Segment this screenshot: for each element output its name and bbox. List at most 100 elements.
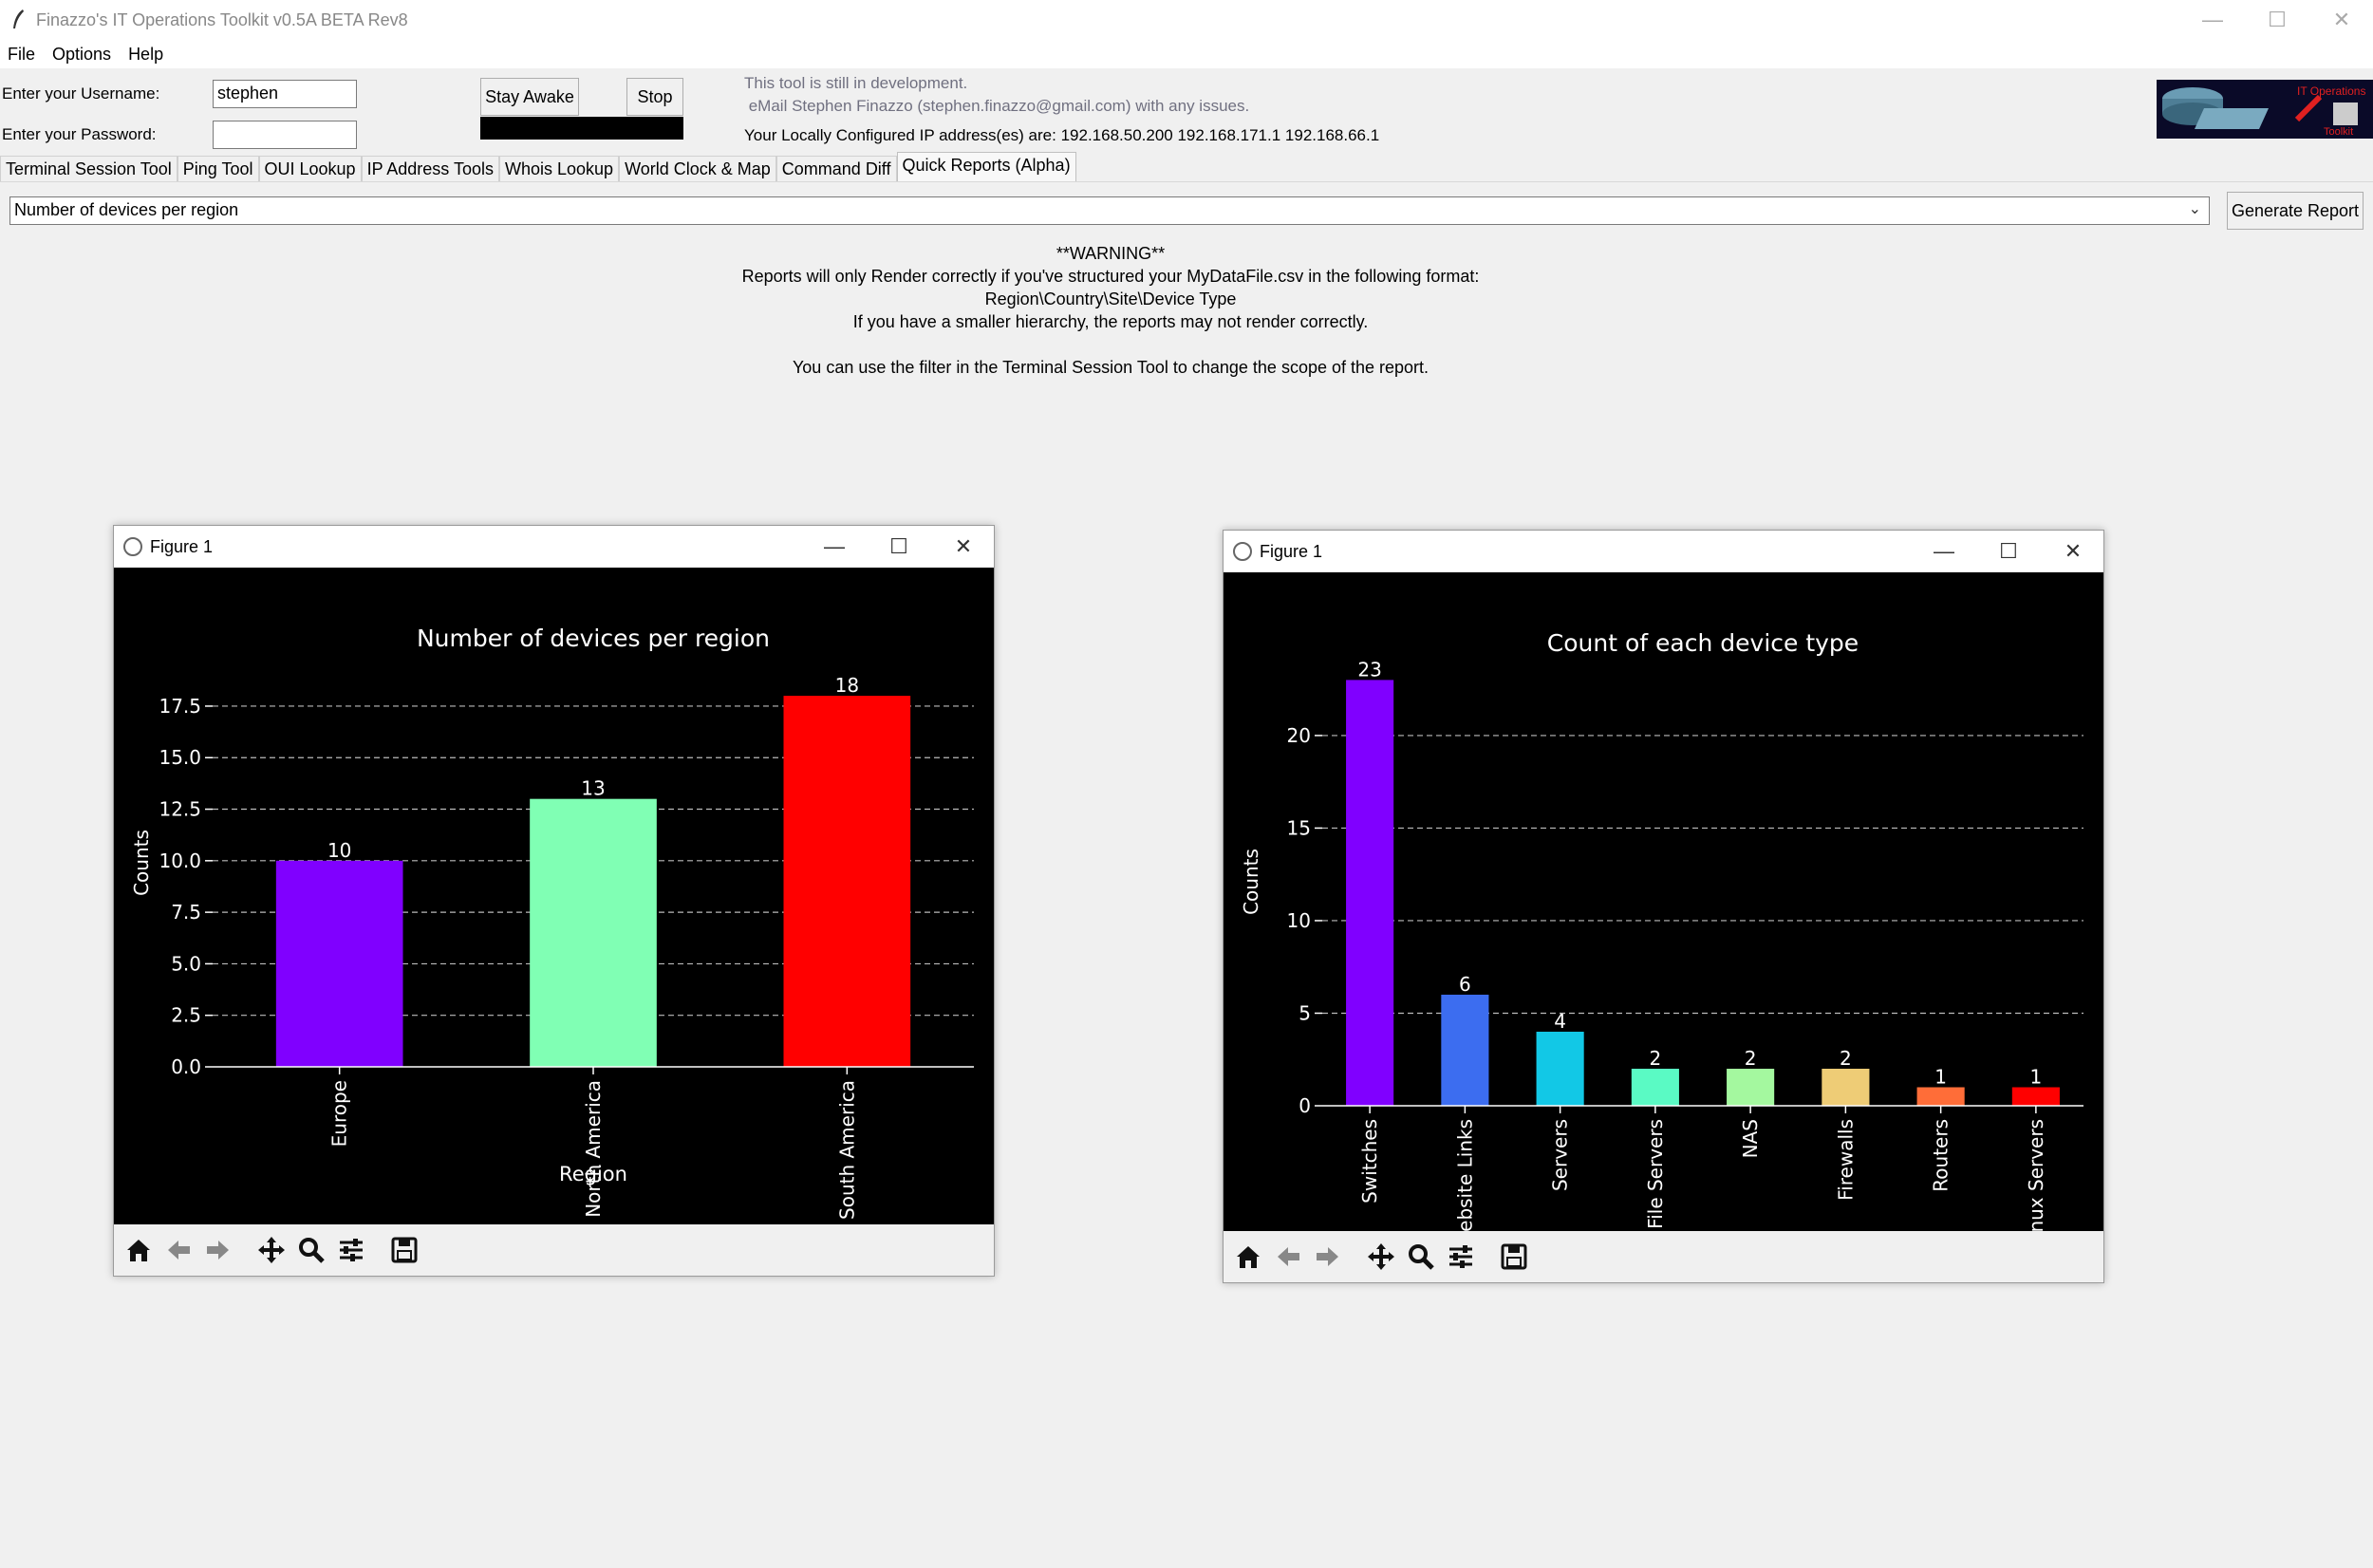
matplotlib-icon [123, 537, 142, 556]
logo-text-line1: IT Operations [2297, 84, 2365, 98]
save-button[interactable] [1495, 1238, 1533, 1276]
tab-ping-tool[interactable]: Ping Tool [177, 156, 259, 182]
tab-command-diff[interactable]: Command Diff [775, 156, 897, 182]
menu-file[interactable]: File [8, 44, 36, 64]
bar-linux-servers [2011, 1087, 2060, 1106]
password-input[interactable] [213, 121, 357, 149]
tab-world-clock-map[interactable]: World Clock & Map [619, 156, 776, 182]
data-label: 2 [1745, 1047, 1757, 1070]
pan-button[interactable] [252, 1231, 290, 1269]
configure-subplots-button[interactable] [332, 1231, 370, 1269]
pan-icon [1368, 1243, 1394, 1270]
figure-close-button[interactable]: ✕ [2042, 531, 2104, 572]
menu-help[interactable]: Help [128, 44, 164, 64]
figure-titlebar: Figure 1 — ☐ ✕ [1224, 531, 2103, 572]
home-icon [1237, 1246, 1260, 1268]
minimize-icon: — [1934, 539, 1954, 563]
chart-title: Number of devices per region [417, 625, 770, 652]
zoom-button[interactable] [1402, 1238, 1440, 1276]
tab-whois-lookup[interactable]: Whois Lookup [498, 156, 620, 182]
forward-arrow-icon [207, 1241, 229, 1260]
warning-hierarchy-note: If you have a smaller hierarchy, the rep… [852, 312, 1369, 331]
toolkit-logo: IT Operations Toolkit [2157, 80, 2373, 139]
report-select[interactable]: Number of devices per region ⌄ [9, 196, 2210, 225]
warning-hierarchy: Region\Country\Site\Device Type [984, 289, 1237, 308]
save-icon [391, 1237, 418, 1263]
bar-north-america [530, 798, 657, 1067]
stop-button[interactable]: Stop [626, 78, 683, 116]
bar-firewalls [1822, 1068, 1870, 1106]
y-tick-label: 0.0 [171, 1055, 201, 1078]
warning-format-text: Reports will only Render correctly if yo… [741, 267, 1480, 286]
configure-subplots-button[interactable] [1442, 1238, 1480, 1276]
logo-text-line2: Toolkit [2324, 126, 2353, 138]
contact-notice: eMail Stephen Finazzo (stephen.finazzo@g… [744, 97, 1250, 115]
bar-south-america [783, 696, 911, 1067]
minimize-icon: — [824, 534, 845, 558]
pan-button[interactable] [1362, 1238, 1400, 1276]
figure-minimize-button[interactable]: — [803, 526, 866, 568]
y-tick-label: 0 [1299, 1094, 1311, 1117]
y-tick-label: 2.5 [171, 1004, 201, 1027]
tab-oui-lookup[interactable]: OUI Lookup [258, 156, 362, 182]
tab-ip-address-tools[interactable]: IP Address Tools [361, 156, 499, 182]
stay-awake-button[interactable]: Stay Awake [480, 78, 579, 116]
x-tick-label: Firewalls [1834, 1119, 1857, 1201]
data-label: 6 [1459, 973, 1471, 996]
bar-servers [1536, 1031, 1584, 1106]
figure-maximize-button[interactable]: ☐ [1977, 531, 2040, 572]
back-arrow-button[interactable] [1269, 1238, 1307, 1276]
figure-maximize-button[interactable]: ☐ [868, 526, 930, 568]
back-arrow-icon [1278, 1247, 1299, 1266]
figure-toolbar [1224, 1231, 2103, 1282]
home-button[interactable] [1229, 1238, 1267, 1276]
report-select-value: Number of devices per region [14, 200, 239, 219]
main-tabs: Terminal Session Tool Ping Tool OUI Look… [0, 152, 1076, 182]
ip-address-info: Your Locally Configured IP address(es) a… [744, 126, 1380, 144]
generate-report-button[interactable]: Generate Report [2227, 192, 2364, 230]
y-tick-label: 5 [1299, 1001, 1311, 1024]
data-label: 23 [1357, 658, 1381, 681]
x-tick-label: South America [835, 1080, 858, 1220]
bar-nas [1727, 1068, 1775, 1106]
save-button[interactable] [385, 1231, 423, 1269]
home-button[interactable] [120, 1231, 158, 1269]
close-button[interactable]: ✕ [2308, 0, 2373, 40]
x-axis-label: Region [559, 1163, 627, 1185]
warning-heading: **WARNING** [1056, 244, 1166, 263]
username-label: Enter your Username: [2, 84, 160, 103]
maximize-button[interactable]: ☐ [2244, 0, 2310, 40]
close-icon: ✕ [2064, 539, 2083, 563]
tab-quick-reports[interactable]: Quick Reports (Alpha) [896, 152, 1076, 182]
data-label: 1 [1934, 1065, 1947, 1088]
configure-subplots-icon [340, 1239, 363, 1261]
feather-icon [13, 9, 24, 28]
username-input[interactable]: stephen [213, 80, 357, 108]
bar-europe [275, 860, 403, 1067]
x-tick-label: Linux Servers [2025, 1119, 2047, 1233]
y-tick-label: 10.0 [159, 849, 201, 872]
x-tick-label: NAS [1739, 1119, 1762, 1158]
minimize-button[interactable]: — [2179, 0, 2246, 40]
chevron-down-icon: ⌄ [2188, 201, 2201, 217]
forward-arrow-button[interactable] [1309, 1238, 1347, 1276]
x-tick-label: Website Links [1453, 1119, 1476, 1233]
forward-arrow-button[interactable] [199, 1231, 237, 1269]
bar-website-links [1441, 994, 1489, 1106]
bar-routers [1916, 1087, 1965, 1106]
awake-status-bar [480, 117, 683, 140]
zoom-button[interactable] [292, 1231, 330, 1269]
menu-options[interactable]: Options [52, 44, 112, 64]
tab-terminal-session-tool[interactable]: Terminal Session Tool [0, 156, 178, 182]
data-label: 2 [1840, 1047, 1852, 1070]
x-tick-label: Servers [1549, 1119, 1572, 1191]
figure-close-button[interactable]: ✕ [932, 526, 995, 568]
maximize-icon: ☐ [1999, 539, 2018, 563]
data-label: 18 [835, 674, 859, 697]
figure-window-regions: Figure 1 — ☐ ✕ Number of devices per reg… [113, 525, 995, 1277]
password-label: Enter your Password: [2, 125, 157, 143]
back-arrow-button[interactable] [159, 1231, 197, 1269]
x-tick-label: Europe [328, 1080, 351, 1147]
data-label: 10 [327, 839, 351, 862]
figure-minimize-button[interactable]: — [1913, 531, 1975, 572]
